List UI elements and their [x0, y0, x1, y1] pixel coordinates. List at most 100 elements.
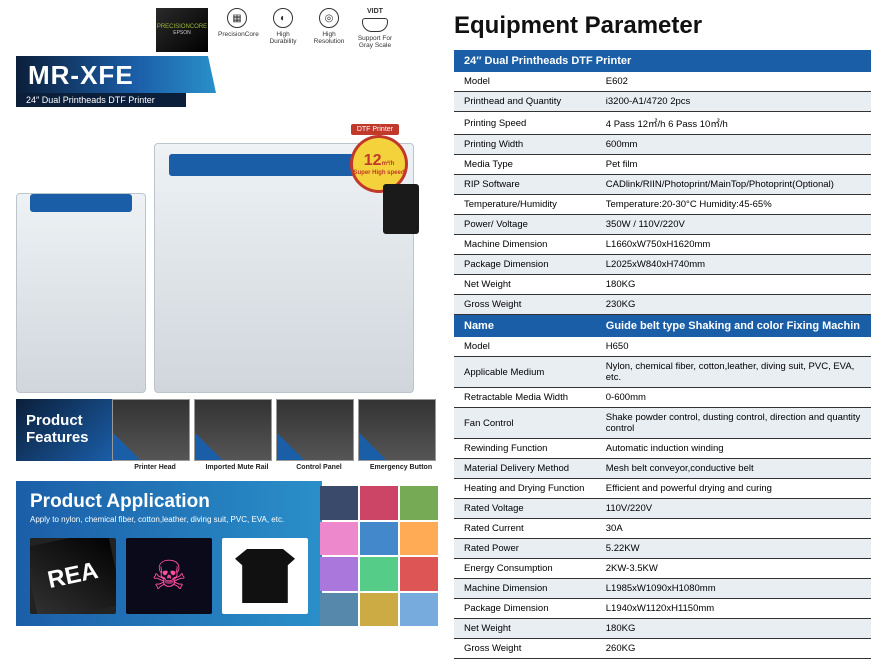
table-row: Printing Speed4 Pass 12㎡/h 6 Pass 10㎡/h	[454, 112, 871, 135]
application-row	[16, 530, 440, 626]
param-value: 230KG	[596, 295, 871, 315]
thumb-label: Printer Head	[116, 461, 194, 471]
param-label: Machine Dimension	[454, 235, 596, 255]
param-label: Power/ Voltage	[454, 215, 596, 235]
table-row: Net Weight180KG	[454, 275, 871, 295]
grid-tile	[400, 557, 438, 591]
features-title: Product Features	[16, 399, 112, 461]
section1-header: 24″ Dual Printheads DTF Printer	[454, 50, 871, 72]
grid-tile	[400, 522, 438, 556]
section2-header-left: Name	[454, 315, 596, 337]
param-value: i3200-A1/4720 2pcs	[596, 92, 871, 112]
header-icons: ▦ PrecisionCore ◐ High Durability ◎ High…	[218, 8, 394, 49]
param-value: 350W / 110V/220V	[596, 215, 871, 235]
badge-unit: m²/h	[382, 161, 395, 167]
app-image-tee	[222, 538, 308, 614]
model-banner: MR-XFE	[16, 56, 216, 93]
param-value: E602	[596, 72, 871, 92]
app-image-skull	[126, 538, 212, 614]
table-row: Applicable MediumNylon, chemical fiber, …	[454, 357, 871, 388]
param-label: Package Dimension	[454, 255, 596, 275]
param-value: 2KW-3.5KW	[596, 559, 871, 579]
param-value: 260KG	[596, 639, 871, 659]
param-label: Temperature/Humidity	[454, 195, 596, 215]
param-value: 0-600mm	[596, 388, 871, 408]
application-subtitle: Apply to nylon, chemical fiber, cotton,l…	[30, 515, 308, 524]
icon-durability: ◐ High Durability	[264, 8, 302, 49]
table-row: ModelH650	[454, 337, 871, 357]
thumb-printer-head	[112, 399, 190, 461]
table-row: Media TypePet film	[454, 155, 871, 175]
param-label: Rewinding Function	[454, 439, 596, 459]
param-label: Net Weight	[454, 275, 596, 295]
grid-tile	[320, 522, 358, 556]
grid-tile	[320, 593, 358, 627]
header-row: PRECISIONCORE EPSON ▦ PrecisionCore ◐ Hi…	[16, 8, 440, 52]
param-label: Heating and Drying Function	[454, 479, 596, 499]
param-label: Net Weight	[454, 619, 596, 639]
param-value: H650	[596, 337, 871, 357]
model-subtitle: 24″ Dual Printheads DTF Printer	[16, 93, 186, 107]
thumb-label: Control Panel	[280, 461, 358, 471]
param-value: L1660xW750xH1620mm	[596, 235, 871, 255]
param-label: Printing Speed	[454, 112, 596, 135]
vidt-text: VIDT	[356, 8, 394, 15]
table-row: Heating and Drying FunctionEfficient and…	[454, 479, 871, 499]
table-row: Fan ControlShake powder control, dusting…	[454, 408, 871, 439]
icon-label: High Durability	[264, 31, 302, 45]
param-label: Gross Weight	[454, 639, 596, 659]
durability-icon: ◐	[273, 8, 293, 28]
table-row: Gross Weight230KG	[454, 295, 871, 315]
grid-tile	[400, 593, 438, 627]
grid-tile	[360, 593, 398, 627]
shaker-machine	[16, 193, 146, 393]
icon-label: Support For Gray Scale	[356, 35, 394, 49]
grid-tile	[360, 557, 398, 591]
param-value: Automatic induction winding	[596, 439, 871, 459]
app-image-shirt1	[30, 538, 116, 614]
thumb-label: Imported Mute Rail	[198, 461, 276, 471]
table-row: Printhead and Quantityi3200-A1/4720 2pcs	[454, 92, 871, 112]
equipment-title: Equipment Parameter	[454, 12, 871, 40]
feature-thumbs	[112, 399, 440, 461]
application-title: Product Application	[30, 491, 308, 513]
table-row: Printing Width600mm	[454, 135, 871, 155]
speed-badge: 12m²/h Super High speed	[353, 138, 405, 190]
grid-tile	[400, 486, 438, 520]
param-value: Efficient and powerful drying and curing	[596, 479, 871, 499]
table-row: Material Delivery MethodMesh belt convey…	[454, 459, 871, 479]
section2-header: Name Guide belt type Shaking and color F…	[454, 315, 871, 337]
param-label: Package Dimension	[454, 599, 596, 619]
section2-header-right: Guide belt type Shaking and color Fixing…	[596, 315, 871, 337]
param-value: CADlink/RIIN/Photoprint/MainTop/Photopri…	[596, 175, 871, 195]
param-value: 180KG	[596, 619, 871, 639]
dtf-printer: DTF Printer 12m²/h Super High speed	[154, 143, 414, 393]
params-table-1: ModelE602Printhead and Quantityi3200-A1/…	[454, 72, 871, 315]
table-row: Retractable Media Width0-600mm	[454, 388, 871, 408]
badge-sub: Super High speed	[353, 170, 404, 176]
table-row: Rated Power5.22KW	[454, 539, 871, 559]
param-value: L1985xW1090xH1080mm	[596, 579, 871, 599]
icon-resolution: ◎ High Resolution	[310, 8, 348, 49]
param-label: Rated Voltage	[454, 499, 596, 519]
vidt-icon	[362, 18, 388, 32]
param-label: Gross Weight	[454, 295, 596, 315]
grid-tile	[360, 486, 398, 520]
table-row: Rewinding FunctionAutomatic induction wi…	[454, 439, 871, 459]
param-value: 5.22KW	[596, 539, 871, 559]
grid-tile	[320, 557, 358, 591]
table-row: Gross Weight260KG	[454, 639, 871, 659]
param-label: Retractable Media Width	[454, 388, 596, 408]
param-value: L1940xW1120xH1150mm	[596, 599, 871, 619]
table-row: Package DimensionL1940xW1120xH1150mm	[454, 599, 871, 619]
param-label: Rated Power	[454, 539, 596, 559]
icon-precisioncore: ▦ PrecisionCore	[218, 8, 256, 49]
table-row: Rated Current30A	[454, 519, 871, 539]
icon-label: PrecisionCore	[218, 31, 256, 38]
thumb-labels: Printer Head Imported Mute Rail Control …	[116, 461, 440, 471]
param-value: 180KG	[596, 275, 871, 295]
resolution-icon: ◎	[319, 8, 339, 28]
param-value: 600mm	[596, 135, 871, 155]
param-value: L2025xW840xH740mm	[596, 255, 871, 275]
application-banner: Product Application Apply to nylon, chem…	[16, 481, 322, 530]
